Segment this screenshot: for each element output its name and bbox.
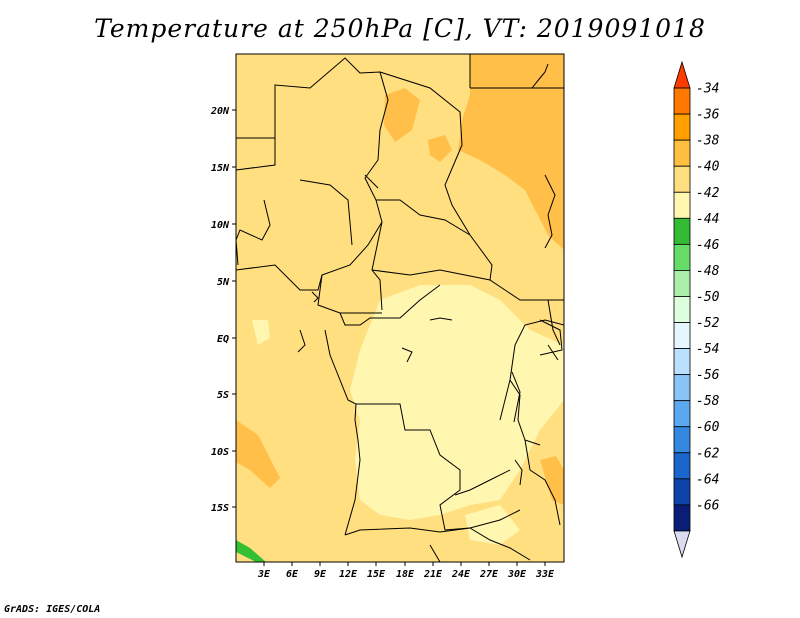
colorbar-swatch	[673, 87, 691, 115]
colorbar-label: -66	[696, 498, 720, 513]
colorbar-swatch	[673, 452, 691, 480]
lat-label: 10N	[211, 220, 230, 231]
colorbar-label: -54	[696, 342, 719, 357]
colorbar-label: -62	[696, 446, 720, 461]
lon-label: 15E	[367, 569, 386, 580]
colorbar-label: -36	[696, 108, 720, 123]
colorbar-label: -64	[696, 472, 719, 487]
colorbar-swatch	[673, 191, 691, 219]
colorbar-swatch	[673, 165, 691, 193]
map-title: Temperature at 250hPa [C], VT: 201909101…	[94, 14, 706, 43]
grads-credit: GrADS: IGES/COLA	[4, 604, 101, 615]
colorbar-swatch	[673, 243, 691, 271]
colorbar-label: -48	[696, 264, 720, 279]
colorbar-swatch	[673, 374, 691, 402]
colorbar-label: -46	[696, 238, 720, 253]
field-minus42-central	[350, 285, 564, 520]
lon-label: 9E	[314, 569, 327, 580]
colorbar-swatch	[673, 348, 691, 376]
colorbar-label: -38	[696, 134, 720, 149]
lat-label: EQ	[217, 334, 229, 345]
country-borders	[236, 54, 564, 562]
lat-label: 15N	[211, 163, 230, 174]
longitude-axis: 3E 6E 9E 12E 15E 18E 21E 24E 27E 30E 33E	[257, 562, 555, 580]
map-frame	[235, 53, 565, 563]
colorbar-swatch	[673, 478, 691, 506]
lon-label: 24E	[451, 569, 471, 580]
colorbar-swatch	[673, 400, 691, 428]
colorbar-label: -34	[696, 82, 719, 97]
colorbar-swatch	[673, 504, 691, 532]
colorbar-arrow-bottom	[673, 530, 691, 559]
colorbar-label: -42	[696, 186, 720, 201]
colorbar: -34 -36 -38 -40 -42 -44 -46 -48 -50 -52 -54 -56 -58 -…	[673, 60, 720, 559]
field-minus38-east	[540, 456, 564, 505]
colorbar-label: -56	[696, 368, 720, 383]
field-minus42-south	[465, 505, 520, 545]
lat-label: 5S	[217, 390, 229, 401]
lon-label: 6E	[286, 569, 299, 580]
lat-label: 15S	[211, 503, 229, 514]
lon-label: 3E	[257, 569, 271, 580]
lon-label: 27E	[479, 569, 499, 580]
colorbar-label: -52	[696, 316, 720, 331]
colorbar-swatch	[673, 139, 691, 167]
colorbar-label: -44	[696, 212, 719, 227]
lat-label: 10S	[211, 447, 229, 458]
field-minus38-atlantic	[236, 420, 280, 488]
field-minus44-corner	[236, 540, 266, 562]
colorbar-swatch	[673, 217, 691, 245]
lon-label: 30E	[507, 569, 527, 580]
colorbar-swatch	[673, 322, 691, 349]
temperature-field	[236, 54, 564, 562]
lat-label: 20N	[210, 106, 230, 117]
colorbar-label: -60	[696, 420, 720, 435]
lon-label: 33E	[535, 569, 555, 580]
lat-label: 5N	[217, 277, 230, 288]
lon-label: 12E	[339, 569, 358, 580]
latitude-axis: 20N 15N 10N 5N EQ 5S 10S 15S	[210, 106, 236, 514]
lon-label: 21E	[423, 569, 443, 580]
field-minus38-north	[384, 88, 420, 142]
field-minus38-northeast	[458, 54, 564, 250]
colorbar-label: -40	[696, 160, 720, 175]
field-minus38-patch	[428, 135, 452, 162]
colorbar-swatch	[673, 296, 691, 323]
colorbar-swatch	[673, 426, 691, 454]
colorbar-label: -50	[696, 290, 720, 305]
lon-label: 18E	[396, 569, 415, 580]
colorbar-swatch	[673, 113, 691, 141]
field-minus42-west	[252, 320, 270, 345]
colorbar-label: -58	[696, 394, 720, 409]
colorbar-arrow-top	[673, 60, 691, 89]
colorbar-swatch	[673, 270, 691, 297]
